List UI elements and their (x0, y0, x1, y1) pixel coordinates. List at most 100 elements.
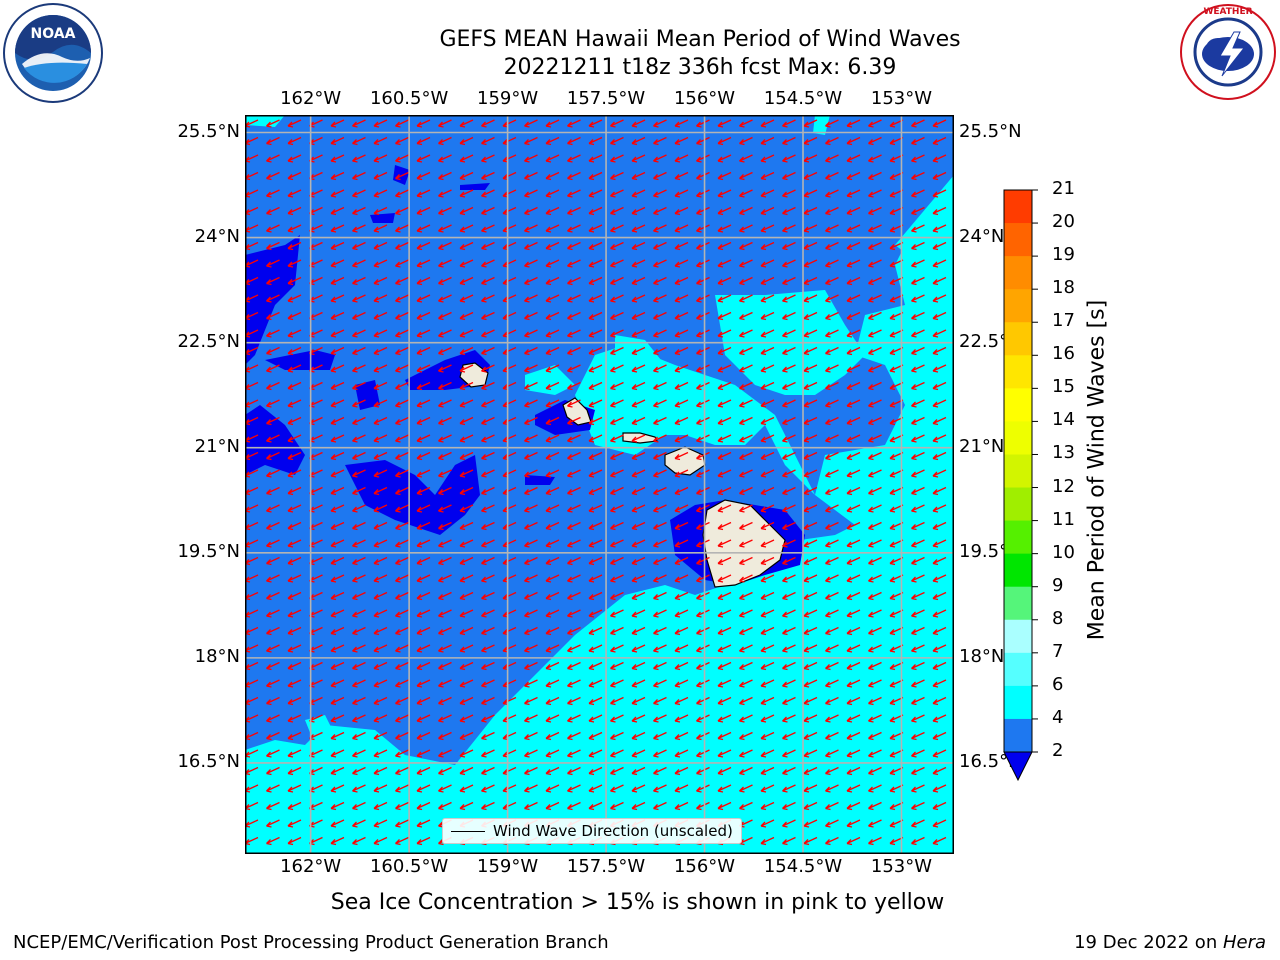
wind-wave-arrow (524, 171, 538, 181)
wind-wave-arrow (524, 696, 538, 706)
wind-wave-arrow (373, 381, 388, 391)
wind-wave-arrow (266, 154, 280, 163)
wind-wave-arrow (803, 241, 818, 251)
wind-wave-arrow (696, 661, 710, 671)
wind-wave-arrow (868, 206, 882, 216)
wind-wave-arrow (287, 819, 302, 828)
colorbar-tick-label: 9 (1052, 574, 1064, 596)
wind-wave-arrow (868, 504, 882, 513)
wind-wave-arrow (545, 574, 560, 583)
wind-wave-arrow (481, 539, 495, 548)
wind-wave-arrow (911, 399, 925, 408)
wind-wave-arrow (846, 434, 861, 443)
wind-wave-arrow (481, 416, 495, 426)
svg-text:WEATHER: WEATHER (1203, 7, 1252, 17)
wind-wave-arrow (696, 189, 710, 198)
wind-wave-arrow (287, 521, 302, 531)
wind-wave-arrow (352, 714, 366, 723)
y-tick-label-left: 16.5°N (177, 750, 240, 772)
wind-wave-arrow (610, 801, 624, 811)
wind-wave-arrow (760, 329, 775, 338)
wind-wave-arrow (932, 434, 947, 443)
wind-wave-arrow (782, 696, 796, 706)
wind-wave-arrow (481, 241, 495, 251)
wind-wave-arrow (287, 679, 302, 688)
wind-wave-arrow (287, 434, 302, 443)
wind-wave-arrow (760, 364, 775, 373)
wind-wave-arrow (352, 364, 366, 373)
wind-wave-arrow (653, 749, 667, 758)
wind-wave-arrow (567, 696, 581, 706)
wind-wave-arrow (524, 154, 538, 163)
wind-wave-arrow (373, 819, 388, 828)
wind-wave-arrow (545, 714, 560, 723)
wind-wave-arrow (868, 486, 882, 496)
wind-wave-arrow (631, 626, 646, 636)
wind-wave-arrow (631, 224, 646, 233)
wind-wave-arrow (588, 486, 603, 496)
wind-wave-arrow (567, 189, 581, 198)
wind-wave-arrow (438, 206, 452, 216)
wind-wave-arrow (459, 661, 474, 671)
wind-wave-arrow (911, 819, 925, 828)
wind-wave-arrow (782, 154, 796, 163)
y-tick-label-left: 18°N (194, 645, 240, 667)
wind-wave-arrow (674, 749, 689, 758)
wind-wave-arrow (287, 591, 302, 601)
wind-wave-arrow (416, 556, 431, 566)
wind-wave-arrow (717, 644, 732, 653)
wind-wave-arrow (330, 364, 345, 373)
wind-wave-arrow (803, 381, 818, 391)
colorbar-tick-label: 2 (1052, 740, 1064, 761)
wind-wave-arrow (266, 504, 280, 513)
y-tick-label-right: 18°N (959, 645, 1005, 667)
wind-wave-arrow (373, 469, 388, 478)
x-tick-label-bottom: 156°W (673, 856, 736, 877)
wind-wave-arrow (631, 521, 646, 531)
wind-wave-arrow (803, 136, 818, 146)
wind-wave-arrow (610, 539, 624, 548)
wind-wave-arrow (588, 329, 603, 338)
wind-wave-arrow (932, 451, 947, 461)
wind-wave-arrow (911, 364, 925, 373)
wind-wave-arrow (266, 574, 280, 583)
wind-wave-arrow (567, 224, 581, 233)
wind-wave-arrow (846, 206, 861, 216)
wind-wave-arrow (846, 224, 861, 233)
wind-wave-arrow (438, 714, 452, 723)
wind-wave-arrow (803, 259, 818, 268)
wind-wave-arrow (653, 556, 667, 566)
wind-wave-arrow (266, 206, 280, 216)
wind-wave-arrow (524, 381, 538, 391)
wind-wave-arrow (846, 136, 861, 146)
wind-wave-arrow (868, 276, 882, 286)
wind-wave-arrow (610, 486, 624, 496)
wind-wave-arrow (373, 451, 388, 461)
wind-wave-arrow (438, 626, 452, 636)
wind-wave-arrow (373, 329, 388, 338)
wind-wave-arrow (438, 766, 452, 776)
wind-wave-arrow (395, 171, 409, 181)
wind-wave-arrow (610, 714, 624, 723)
wind-wave-arrow (739, 276, 753, 286)
wind-wave-arrow (631, 696, 646, 706)
wind-wave-arrow (631, 311, 646, 321)
wind-wave-arrow (330, 171, 345, 181)
wind-wave-arrow (760, 784, 775, 793)
wind-wave-arrow (739, 696, 753, 706)
wind-wave-arrow (287, 171, 302, 181)
wind-wave-arrow (287, 469, 302, 478)
wind-wave-arrow (911, 486, 925, 496)
wind-wave-arrow (653, 696, 667, 706)
wind-wave-arrow (674, 521, 689, 531)
wind-wave-arrow (653, 189, 667, 198)
wind-wave-arrow (674, 119, 689, 128)
colorbar-segment (1004, 421, 1032, 455)
wind-wave-arrow (932, 504, 947, 513)
wind-wave-arrow (330, 714, 345, 723)
wind-wave-arrow (395, 486, 409, 496)
wind-wave-arrow (782, 171, 796, 181)
wind-wave-arrow (266, 136, 280, 146)
wind-wave-arrow (524, 766, 538, 776)
wind-wave-arrow (416, 136, 431, 146)
